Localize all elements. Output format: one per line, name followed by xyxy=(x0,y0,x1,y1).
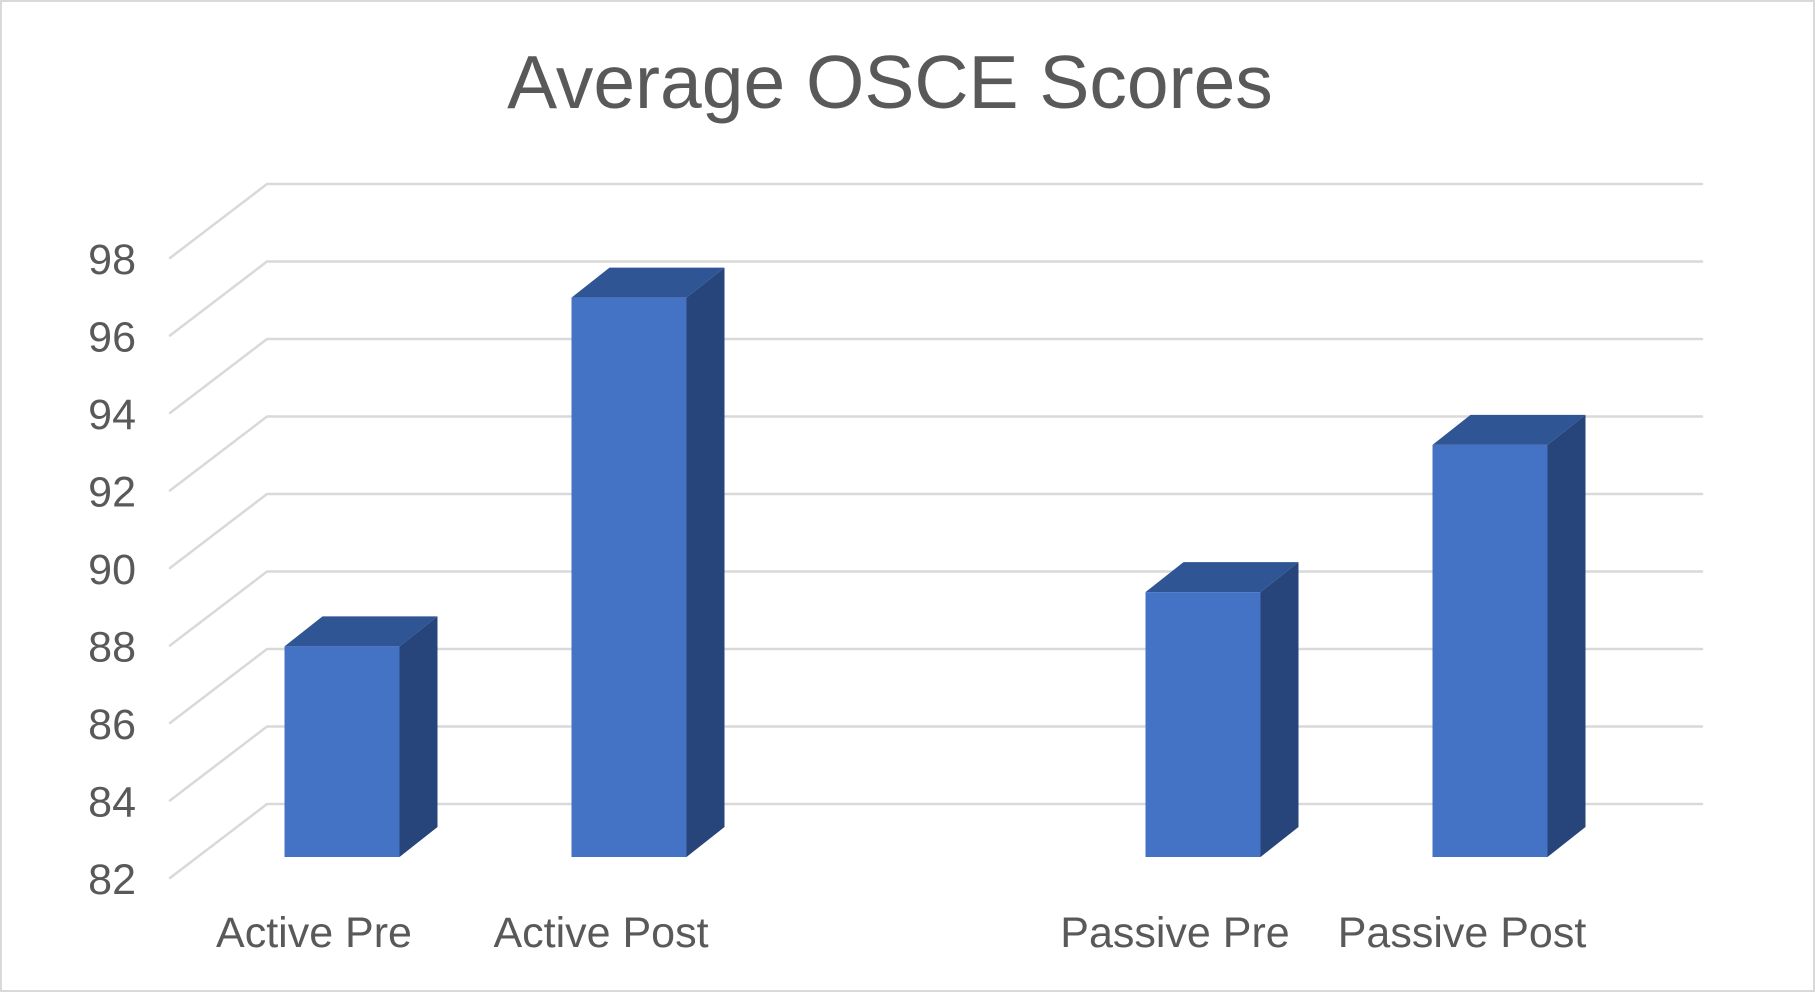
gridline-96 xyxy=(168,260,1704,337)
gridlines xyxy=(168,182,1704,880)
y-tick-label-92: 92 xyxy=(88,469,136,517)
gridline-90 xyxy=(168,492,1704,570)
gridline-98 xyxy=(168,182,1704,260)
x-axis-label-passive-post: Passive Post xyxy=(1338,909,1587,957)
x-axis-label-passive-pre: Passive Pre xyxy=(1060,909,1289,957)
bar-front-face xyxy=(571,297,687,857)
x-axis-labels: Active Pre Active Post Passive Pre Passive … xyxy=(216,909,1586,957)
bar-passive-pre xyxy=(1145,562,1299,857)
y-tick-label-96: 96 xyxy=(88,314,136,362)
y-tick-label-98: 98 xyxy=(88,236,136,284)
bar-active-pre xyxy=(284,616,438,857)
bar-side-face xyxy=(399,616,438,857)
y-axis-labels: 98 96 94 92 90 88 86 84 82 xyxy=(88,236,136,904)
y-tick-label-94: 94 xyxy=(88,391,136,439)
bar-side-face xyxy=(1260,562,1299,857)
bar-top-face xyxy=(1432,414,1586,445)
y-tick-label-88: 88 xyxy=(88,624,136,672)
gridline-92 xyxy=(168,415,1704,492)
y-tick-label-86: 86 xyxy=(88,701,136,749)
bar-side-face xyxy=(686,267,725,857)
bar-top-face xyxy=(284,616,438,647)
bar-top-face xyxy=(1145,562,1299,593)
bar-front-face xyxy=(1432,444,1548,857)
x-axis-label-active-post: Active Post xyxy=(493,909,708,957)
bar-side-face xyxy=(1547,414,1586,857)
bar-top-face xyxy=(571,267,725,298)
bar-active-post xyxy=(571,267,725,857)
chart-title: Average OSCE Scores xyxy=(507,40,1273,124)
x-axis-label-active-pre: Active Pre xyxy=(216,909,412,957)
bar-passive-post xyxy=(1432,414,1586,857)
y-tick-label-82: 82 xyxy=(88,856,136,904)
bar-front-face xyxy=(284,646,400,857)
y-tick-label-90: 90 xyxy=(88,546,136,594)
gridline-94 xyxy=(168,337,1704,415)
y-tick-label-84: 84 xyxy=(88,779,136,827)
bar-front-face xyxy=(1145,592,1261,857)
bars xyxy=(284,267,1586,857)
